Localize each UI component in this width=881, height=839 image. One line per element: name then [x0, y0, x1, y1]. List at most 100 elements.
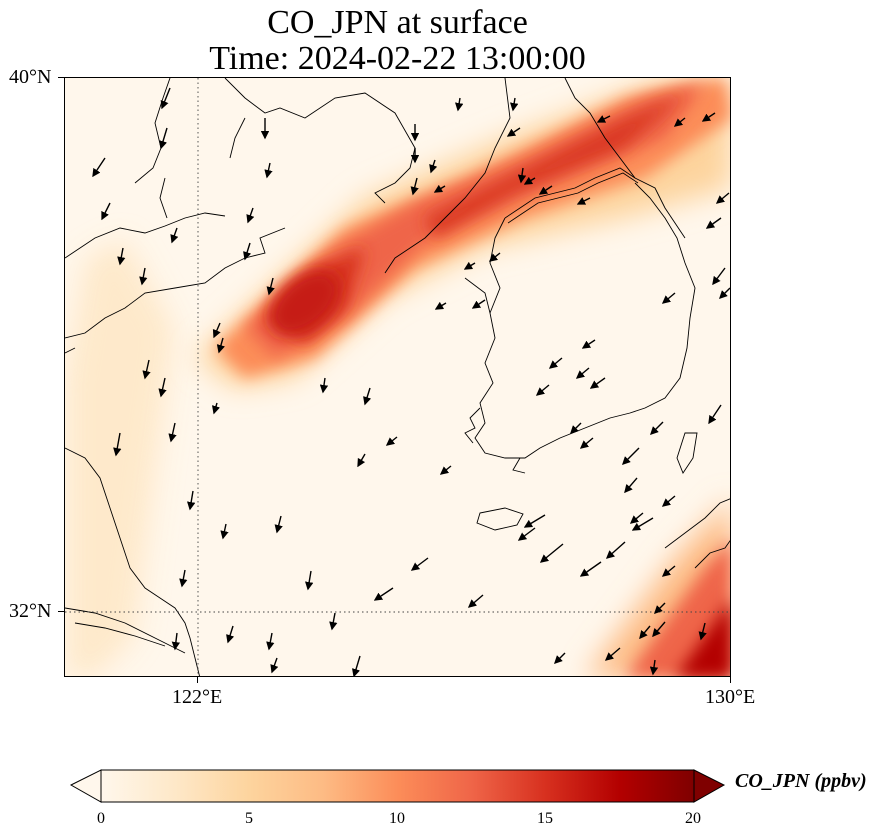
wind-vector-87 — [576, 197, 591, 205]
wind-vector-15 — [158, 377, 167, 398]
wind-vector-31 — [351, 655, 361, 676]
wind-vector-27 — [266, 632, 275, 651]
wind-vector-56 — [605, 541, 626, 559]
map-subtitle-time: Time: 2024-02-22 13:00:00 — [209, 40, 586, 77]
wind-vector-6 — [170, 227, 179, 244]
wind-vector-69 — [708, 404, 722, 425]
wind-vector-75 — [604, 647, 621, 661]
co-concentration-field — [65, 78, 730, 676]
wind-vector-60 — [622, 447, 640, 465]
wind-vector-4 — [117, 247, 126, 266]
wind-vector-30 — [329, 612, 338, 631]
colorbar — [70, 769, 726, 803]
wind-vector-65 — [719, 287, 730, 299]
wind-vector-77 — [589, 377, 606, 389]
wind-vector-29 — [305, 570, 314, 591]
wind-vector-51 — [467, 594, 484, 608]
wind-vector-66 — [715, 192, 730, 204]
wind-vector-40 — [517, 167, 527, 184]
wind-vector-32 — [429, 159, 438, 174]
lat-tick-32 — [58, 611, 64, 612]
wind-vector-81 — [535, 384, 550, 396]
wind-vector-13 — [216, 337, 225, 354]
wind-vector-62 — [629, 512, 644, 524]
wind-vector-55 — [579, 561, 602, 577]
wind-vector-54 — [539, 543, 564, 563]
colorbar-label: CO_JPN (ppbv) — [735, 770, 867, 792]
wind-vector-5 — [139, 267, 148, 286]
wind-vector-63 — [661, 495, 676, 507]
wind-vector-37 — [433, 184, 446, 193]
colorbar-extend-max — [693, 769, 726, 803]
wind-vector-86 — [596, 115, 611, 123]
wind-vector-74 — [652, 621, 666, 638]
wind-vector-20 — [319, 377, 329, 394]
wind-vector-71 — [661, 565, 676, 577]
lon-tick-130 — [730, 677, 731, 683]
wind-vector-70 — [624, 477, 638, 494]
wind-vector-25 — [171, 632, 181, 651]
colorbar-tick-20: 20 — [685, 810, 701, 827]
gridlines — [65, 78, 730, 676]
wind-vector-12 — [212, 322, 221, 339]
wind-vector-10 — [243, 242, 252, 261]
wind-vector-42 — [488, 252, 501, 262]
wind-vector-8 — [264, 162, 273, 179]
colorbar-extend-min — [70, 769, 102, 803]
wind-vector-19 — [211, 402, 221, 415]
lon-label-130e: 130°E — [705, 686, 756, 708]
lon-label-122e: 122°E — [172, 686, 223, 708]
map-title: CO_JPN at surface — [267, 4, 528, 41]
wind-vector-21 — [363, 387, 372, 406]
colorbar-tick-10: 10 — [389, 810, 405, 827]
wind-vector-22 — [274, 515, 283, 534]
wind-vector-59 — [579, 437, 594, 449]
wind-vector-26 — [226, 625, 235, 644]
wind-vectors — [92, 87, 730, 676]
wind-vector-36 — [410, 177, 419, 196]
wind-vector-46 — [357, 453, 366, 468]
wind-vector-23 — [220, 523, 229, 540]
wind-vector-9 — [246, 207, 255, 224]
wind-vector-53 — [517, 527, 536, 541]
wind-vector-58 — [570, 422, 582, 434]
wind-vector-17 — [168, 422, 177, 443]
colorbar-tick-15: 15 — [537, 810, 553, 827]
map-canvas — [65, 78, 730, 676]
wind-vector-57 — [631, 517, 654, 531]
wind-vector-78 — [575, 367, 590, 379]
wind-vector-64 — [661, 292, 676, 304]
map-panel — [64, 77, 731, 677]
wind-vector-48 — [439, 465, 452, 475]
wind-vector-49 — [410, 557, 429, 571]
wind-vector-18 — [187, 490, 196, 511]
wind-vector-33 — [455, 97, 464, 112]
wind-vector-76 — [654, 602, 666, 614]
colorbar-tick-0: 0 — [97, 810, 105, 827]
wind-vector-14 — [142, 359, 151, 380]
wind-vector-85 — [673, 117, 686, 127]
wind-vector-73 — [649, 659, 659, 676]
wind-vector-67 — [705, 217, 722, 229]
wind-vector-1 — [158, 127, 168, 150]
wind-vector-11 — [266, 277, 275, 296]
wind-vector-50 — [373, 587, 394, 601]
wind-vector-44 — [471, 299, 486, 309]
lat-tick-40 — [58, 77, 64, 78]
wind-vector-88 — [523, 176, 536, 185]
wind-vector-83 — [639, 625, 651, 640]
colorbar-gradient — [100, 769, 695, 803]
wind-vector-80 — [548, 357, 563, 369]
wind-vector-2 — [92, 157, 106, 178]
wind-vector-28 — [270, 657, 279, 674]
wind-vector-39 — [506, 127, 521, 137]
wind-vector-84 — [701, 112, 716, 122]
lat-label-32n: 32°N — [9, 600, 52, 622]
wind-vector-68 — [712, 267, 726, 286]
wind-vector-45 — [434, 301, 447, 310]
wind-vector-16 — [113, 432, 122, 457]
wind-vector-72 — [554, 652, 566, 664]
wind-vector-43 — [463, 261, 476, 270]
lat-label-40n: 40°N — [9, 66, 52, 88]
wind-vector-24 — [179, 569, 188, 588]
